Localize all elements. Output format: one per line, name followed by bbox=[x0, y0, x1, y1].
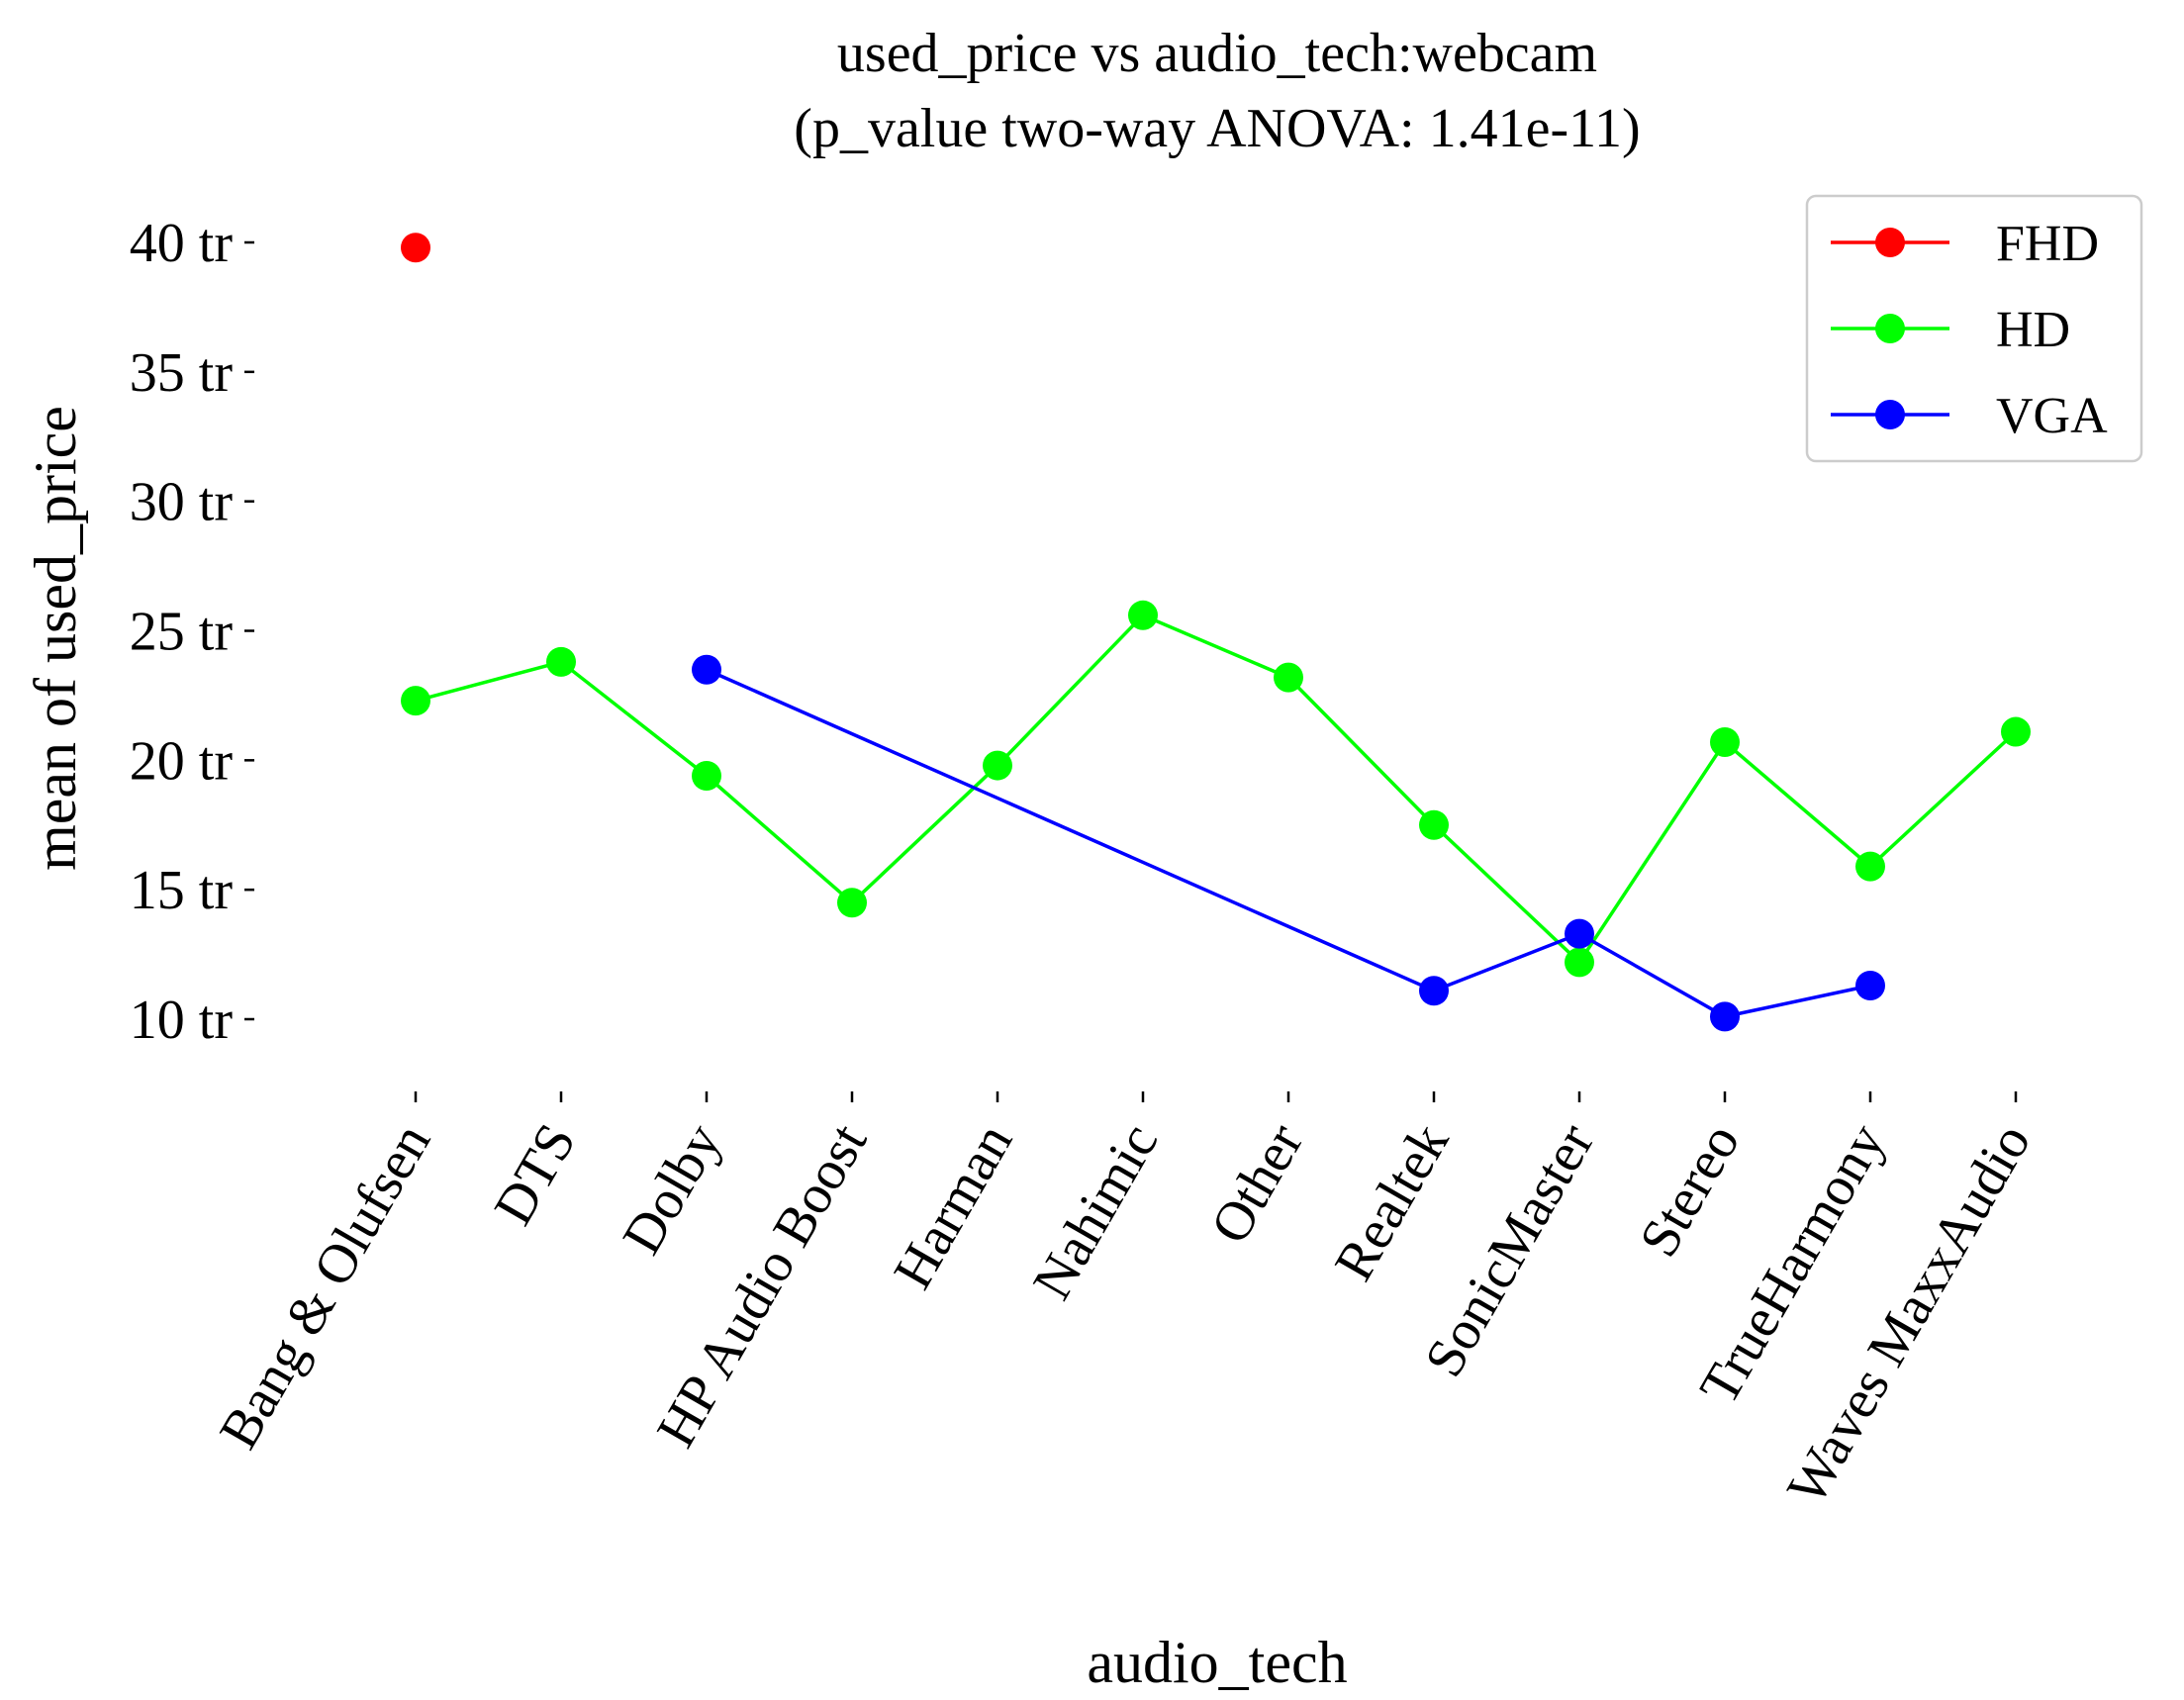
data-point-vga bbox=[1565, 918, 1594, 949]
x-tick-label: Other bbox=[1199, 1113, 1316, 1254]
chart-subtitle: (p_value two-way ANOVA: 1.41e-11) bbox=[794, 98, 1640, 159]
data-point-hd bbox=[692, 761, 721, 792]
data-point-vga bbox=[1419, 976, 1449, 1006]
y-tick-label: 10 tr bbox=[130, 990, 234, 1051]
legend-label: FHD bbox=[1996, 216, 2099, 272]
x-tick-label: Harman bbox=[882, 1114, 1024, 1299]
data-point-vga bbox=[692, 654, 721, 685]
data-point-vga bbox=[1855, 970, 1885, 1000]
legend: FHD HD VGA bbox=[1805, 194, 2143, 463]
legend-label: VGA bbox=[1996, 388, 2108, 444]
data-point-hd bbox=[1855, 851, 1885, 882]
legend-swatch-marker bbox=[1875, 314, 1905, 343]
y-tick-label: 25 tr bbox=[130, 602, 234, 663]
series-line-vga bbox=[706, 668, 1871, 1019]
y-tick-label: 15 tr bbox=[130, 860, 234, 921]
x-axis-label: audio_tech bbox=[1087, 1630, 1347, 1695]
data-point-hd bbox=[1419, 809, 1449, 840]
series-line-hd bbox=[415, 613, 2018, 966]
data-point-fhd bbox=[401, 233, 430, 263]
series-vga bbox=[692, 654, 1885, 1032]
series-hd bbox=[401, 600, 2031, 978]
series-layer bbox=[401, 233, 2031, 1032]
data-point-hd bbox=[401, 686, 430, 716]
chart-title: used_price vs audio_tech:webcam bbox=[837, 23, 1597, 84]
x-tick-label: Nahimic bbox=[1021, 1114, 1170, 1310]
x-tick-label: Dolby bbox=[612, 1114, 734, 1265]
legend-swatch-marker bbox=[1875, 228, 1905, 257]
x-tick-label: Stereo bbox=[1628, 1114, 1752, 1268]
data-point-hd bbox=[2001, 716, 2031, 747]
y-tick-label: 35 tr bbox=[130, 342, 234, 404]
data-point-hd bbox=[1128, 600, 1158, 630]
series-fhd bbox=[401, 233, 430, 263]
data-point-hd bbox=[837, 888, 867, 918]
legend-swatch-marker bbox=[1875, 400, 1905, 429]
y-tick-label: 20 tr bbox=[130, 730, 234, 792]
x-tick-label: Bang & Olufsen bbox=[208, 1114, 442, 1460]
x-tick-label: DTS bbox=[483, 1114, 589, 1236]
y-axis: 10 tr 15 tr 20 tr 25 tr 30 tr 35 tr 40 tr bbox=[130, 213, 254, 1051]
y-tick-label: 40 tr bbox=[130, 213, 234, 274]
data-point-hd bbox=[1710, 727, 1740, 758]
data-point-vga bbox=[1710, 1001, 1740, 1032]
x-tick-label: Realtek bbox=[1323, 1114, 1461, 1291]
data-point-hd bbox=[1274, 662, 1303, 693]
data-point-hd bbox=[546, 646, 576, 677]
y-tick-label: 30 tr bbox=[130, 472, 234, 533]
data-point-hd bbox=[983, 750, 1012, 781]
legend-label: HD bbox=[1996, 302, 2070, 358]
data-point-hd bbox=[1565, 947, 1594, 978]
y-axis-label: mean of used_price bbox=[23, 406, 88, 871]
legend-box bbox=[1805, 194, 2143, 463]
